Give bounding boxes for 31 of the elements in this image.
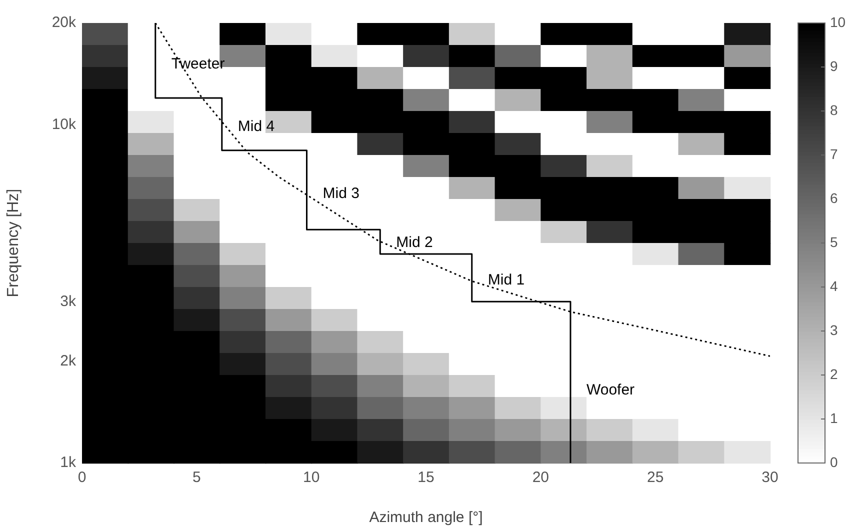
- color-bar-label: 10: [830, 14, 846, 30]
- color-bar-label: 5: [830, 234, 838, 250]
- annotation: Mid 4: [238, 118, 275, 135]
- color-bar-label: 7: [830, 146, 838, 162]
- y-tick-label: 10k: [52, 116, 76, 133]
- x-tick-label: 5: [192, 469, 201, 486]
- annotation: Mid 2: [396, 234, 433, 252]
- x-tick-label: 0: [78, 469, 86, 486]
- annotation: Mid 3: [322, 185, 360, 202]
- annotation: Woofer: [586, 382, 635, 399]
- y-tick-label: 20k: [52, 14, 76, 32]
- y-axis-title: Frequency [Hz]: [5, 188, 22, 298]
- color-bar-label: 1: [830, 410, 838, 426]
- x-tick-label: 15: [418, 469, 434, 486]
- color-bar-label: 6: [830, 190, 838, 206]
- color-bar-label: 8: [830, 102, 838, 118]
- color-bar-label: 9: [830, 58, 838, 74]
- y-tick-label: 1k: [60, 454, 76, 472]
- y-tick-label: 3k: [60, 292, 76, 310]
- color-bar-label: 3: [830, 322, 838, 338]
- x-axis-title: Azimuth angle [°]: [369, 509, 483, 526]
- color-bar-label: 4: [830, 278, 838, 294]
- color-bar-label: 2: [830, 366, 838, 382]
- annotation: Tweeter: [171, 55, 225, 72]
- x-tick-label: 30: [762, 469, 778, 486]
- x-tick-label: 20: [532, 469, 550, 486]
- x-tick-label: 10: [302, 469, 320, 486]
- x-tick-label: 25: [646, 469, 664, 486]
- annotation: Mid 1: [488, 271, 525, 288]
- color-bar-label: 0: [830, 454, 838, 470]
- y-tick-label: 2k: [60, 352, 76, 370]
